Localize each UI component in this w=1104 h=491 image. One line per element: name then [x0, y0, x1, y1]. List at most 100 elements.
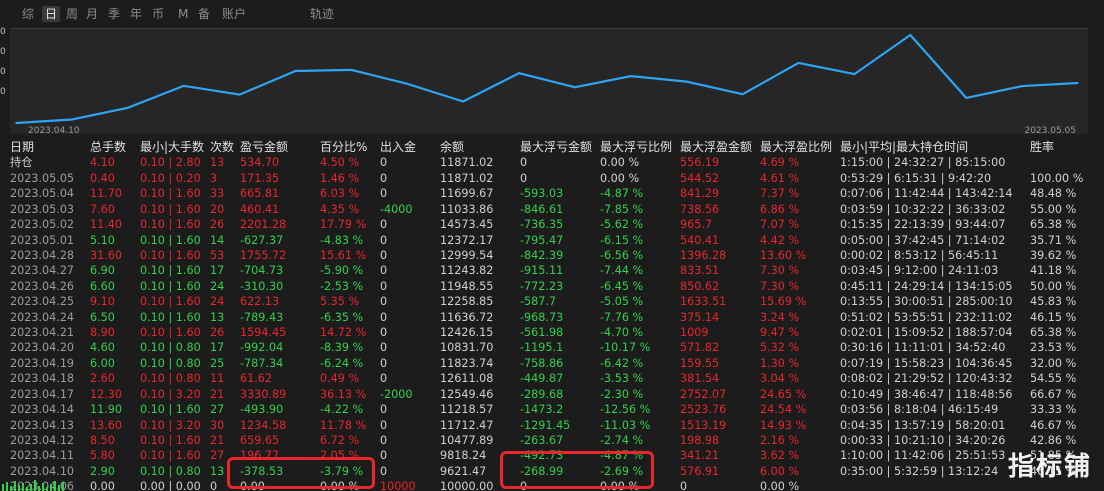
cell-mdd: -587.7: [520, 295, 557, 309]
cell-balance: 余额: [440, 140, 465, 154]
cell-mddp: -6.15 %: [600, 233, 644, 247]
mini-volume-bars: [2, 480, 64, 491]
cell-lots: 总手数: [90, 140, 127, 154]
cell-pnl: 61.62: [240, 372, 273, 386]
cell-balance: 11823.74: [440, 356, 494, 370]
cell-date: 2023.04.19: [10, 356, 75, 370]
cell-pnl: 534.70: [240, 156, 280, 170]
cell-time: 0:15:35 | 22:13:39 | 93:44:07: [840, 218, 1006, 232]
cell-lots: 0.00: [90, 480, 115, 491]
cell-io: 0: [380, 295, 388, 309]
table-row: 2023.04.14 11.90 0.10 | 1.60 27 -493.90 -4.22…: [0, 402, 1104, 417]
tab-10[interactable]: 轨迹: [310, 7, 335, 21]
cell-minmax: 0.00 | 0.00: [140, 480, 201, 491]
cell-io: 0: [380, 372, 388, 386]
cell-balance: 11699.67: [440, 187, 494, 201]
balance-point-3: [182, 85, 185, 87]
left-edge-labels: 0 0 0 0: [0, 22, 7, 122]
cell-mfpp: 4.42 %: [760, 233, 800, 247]
balance-point-6: [350, 69, 353, 71]
cell-balance: 10000.00: [440, 480, 494, 491]
cell-mfp: 833.51: [680, 264, 720, 278]
cell-mdd: 0: [520, 156, 528, 170]
balance-point-12: [685, 80, 688, 83]
tab-6[interactable]: 币: [152, 7, 165, 21]
tab-0[interactable]: 综: [22, 7, 35, 21]
cell-io: 0: [380, 464, 388, 478]
cell-lots: 5.10: [90, 233, 115, 247]
cell-count: 3: [210, 171, 218, 185]
tab-3[interactable]: 月: [86, 7, 99, 21]
cell-win: 54.55 %: [1030, 372, 1077, 386]
cell-io: 0: [380, 356, 388, 370]
cell-mfp: 198.98: [680, 433, 720, 447]
cell-lots: 11.40: [90, 218, 123, 232]
cell-date: 2023.05.05: [10, 171, 75, 185]
cell-lots: 13.60: [90, 418, 123, 432]
cell-minmax: 0.10 | 0.20: [140, 171, 201, 185]
cell-lots: 7.60: [90, 202, 115, 216]
cell-count: 30: [210, 418, 225, 432]
cell-pnl: 0.00: [240, 480, 265, 491]
cell-balance: 11243.82: [440, 264, 494, 278]
cell-balance: 12258.85: [440, 295, 494, 309]
cell-lots: 4.10: [90, 156, 115, 170]
cell-io: 0: [380, 310, 388, 324]
cell-mfpp: 3.04 %: [760, 372, 800, 386]
cell-mddp: -3.53 %: [600, 372, 644, 386]
cell-win: 23.53 %: [1030, 341, 1077, 355]
cell-lots: 4.60: [90, 341, 115, 355]
tab-8[interactable]: 备: [198, 7, 211, 21]
cell-mfpp: 2.16 %: [760, 433, 800, 447]
cell-date: 2023.04.27: [10, 264, 75, 278]
tab-7[interactable]: M: [178, 7, 189, 21]
cell-win: 46.67 %: [1030, 418, 1077, 432]
cell-lots: 0.40: [90, 171, 115, 185]
cell-mdd: 0: [520, 171, 528, 185]
balance-point-4: [238, 93, 241, 96]
cell-io: -2000: [380, 387, 413, 401]
tab-4[interactable]: 季: [108, 7, 121, 21]
tab-1[interactable]: 日: [42, 6, 61, 22]
tab-5[interactable]: 年: [130, 7, 143, 21]
cell-mfp: 544.52: [680, 171, 720, 185]
cell-balance: 11218.57: [440, 403, 494, 417]
tab-9[interactable]: 账户: [222, 7, 247, 21]
cell-pct: -3.79 %: [320, 464, 364, 478]
cell-mdd: -846.61: [520, 202, 564, 216]
cell-balance: 11033.86: [440, 202, 494, 216]
cell-mfp: 965.7: [680, 218, 713, 232]
cell-balance: 9621.47: [440, 464, 487, 478]
cell-time: 0:02:01 | 15:09:52 | 188:57:04: [840, 326, 1013, 340]
cell-mfp: 738.56: [680, 202, 720, 216]
tab-2[interactable]: 周: [66, 7, 79, 21]
cell-pct: 14.72 %: [320, 326, 367, 340]
cell-count: 25: [210, 356, 225, 370]
cell-date: 2023.04.13: [10, 418, 75, 432]
cell-pnl: 460.41: [240, 202, 280, 216]
cell-pct: 4.35 %: [320, 202, 360, 216]
balance-point-19: [1077, 82, 1079, 84]
cell-minmax: 0.10 | 2.80: [140, 156, 201, 170]
cell-time: 0:04:35 | 13:57:19 | 58:20:01: [840, 418, 1006, 432]
balance-line-chart: 2023.04.10 2023.05.05: [15, 33, 1079, 135]
cell-mddp: -7.85 %: [600, 202, 644, 216]
cell-balance: 10477.89: [440, 433, 494, 447]
balance-point-10: [574, 86, 576, 88]
cell-mfpp: 7.30 %: [760, 279, 800, 293]
cell-io: 0: [380, 449, 388, 463]
table-row: 2023.04.21 8.90 0.10 | 1.60 26 1594.45 14.72 …: [0, 325, 1104, 340]
cell-minmax: 0.10 | 0.80: [140, 464, 201, 478]
cell-count: 20: [210, 202, 225, 216]
cell-mfpp: 14.93 %: [760, 418, 807, 432]
cell-mddp: 0.00 %: [600, 171, 640, 185]
table-row: 2023.04.17 12.30 0.10 | 3.20 21 3330.89 36.13…: [0, 387, 1104, 402]
cell-win: 33.33 %: [1030, 403, 1077, 417]
table-row: 持仓 4.10 0.10 | 2.80 13 534.70 4.50 % 0 11871.02…: [0, 155, 1104, 170]
cell-count: 13: [210, 310, 225, 324]
cell-lots: 9.10: [90, 295, 115, 309]
cell-minmax: 0.10 | 0.80: [140, 372, 201, 386]
cell-minmax: 最小|大手数: [140, 140, 205, 154]
left-edge-label: 0: [0, 47, 6, 57]
cell-count: 次数: [210, 140, 235, 154]
